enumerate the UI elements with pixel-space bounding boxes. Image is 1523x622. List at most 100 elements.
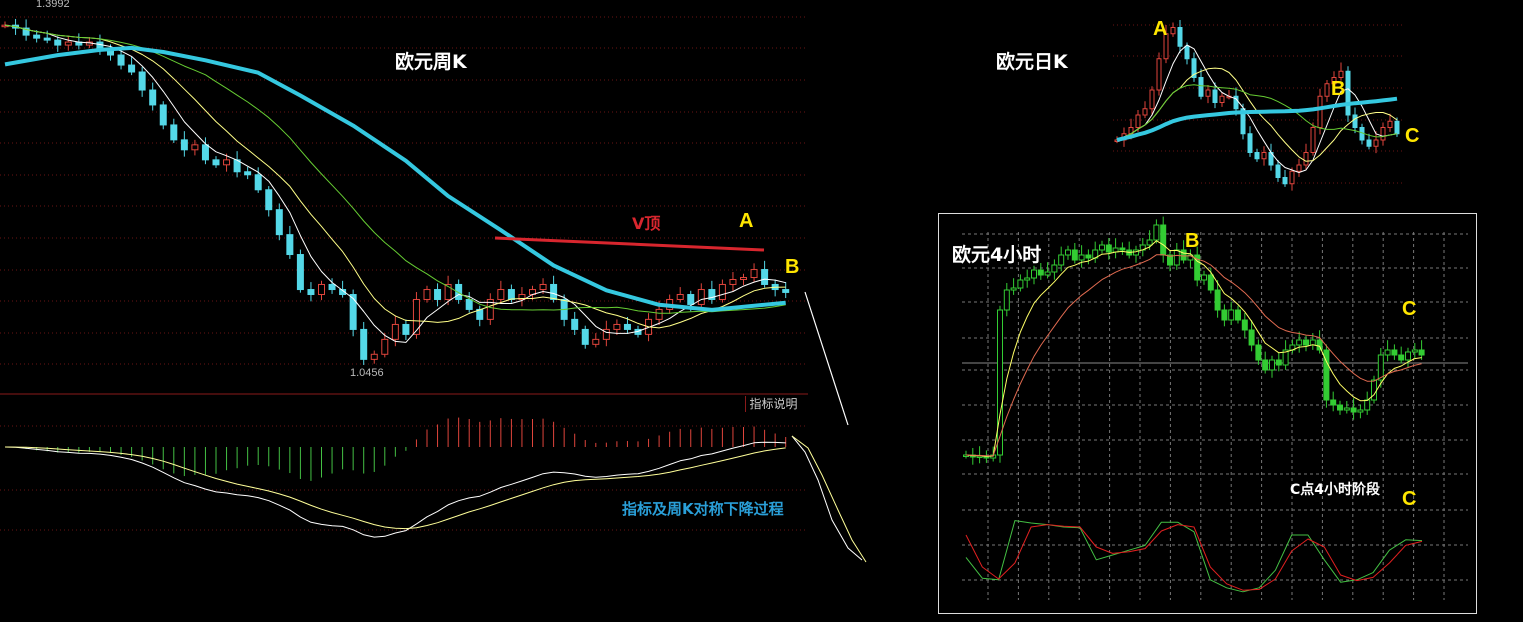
ma-line-20 (1116, 84, 1398, 141)
candle (1085, 254, 1092, 259)
daily-candles (1114, 20, 1400, 191)
candle (1221, 309, 1228, 321)
ma-slow-line (965, 254, 1422, 457)
ma-line-5 (1116, 44, 1398, 173)
candle (1058, 254, 1065, 266)
candle (1296, 164, 1302, 172)
candle (1037, 269, 1044, 276)
candle (1207, 274, 1214, 291)
candle (1153, 224, 1160, 241)
candle (1289, 170, 1295, 185)
candle (1296, 339, 1303, 346)
candle (1219, 95, 1225, 103)
h4-chart-frame (938, 213, 1477, 614)
candle (1310, 127, 1316, 153)
candle (191, 144, 199, 151)
candle (1135, 114, 1141, 128)
candle (381, 338, 389, 355)
h4-point-b: B (1185, 230, 1200, 252)
weekly-low-label: 1.0456 (350, 367, 384, 379)
candle (339, 289, 347, 296)
candle (275, 209, 283, 236)
candle (1350, 407, 1357, 413)
candle (349, 294, 357, 330)
ma-line-20 (4, 24, 786, 314)
daily-title: 欧元日K (996, 51, 1068, 73)
candle (43, 37, 51, 41)
candle (1065, 249, 1071, 256)
candle (117, 54, 125, 66)
candle (592, 338, 600, 345)
candle (1262, 359, 1269, 371)
h4-grid (962, 232, 1468, 600)
candle (1261, 152, 1267, 160)
candle (1031, 269, 1037, 279)
candle (1330, 399, 1337, 406)
weekly-ma-lines (4, 24, 786, 343)
indicator-info-button[interactable]: 指标说明 (745, 396, 801, 412)
macd-histogram (4, 417, 787, 538)
candle (486, 298, 494, 320)
candle (1180, 249, 1187, 261)
candle (1146, 239, 1153, 246)
candle (708, 289, 716, 300)
candle (1163, 33, 1169, 60)
h4-stage-label: C点4小时阶段 (1290, 482, 1381, 498)
candle (1248, 329, 1255, 346)
macd-dif-line (4, 441, 786, 538)
candle (1317, 95, 1323, 128)
candle (444, 283, 452, 300)
projection-line-signal (791, 435, 867, 563)
h4-candles (963, 216, 1425, 465)
ma-line-5 (4, 24, 786, 343)
candle (286, 234, 294, 256)
candle (1303, 152, 1309, 166)
candle (1177, 27, 1183, 47)
candle (571, 318, 579, 330)
candle (623, 323, 631, 330)
candle (676, 294, 684, 300)
candle (1391, 349, 1398, 356)
candle (1345, 70, 1351, 116)
candle (391, 323, 399, 340)
candle (212, 159, 220, 166)
candle (1024, 277, 1031, 281)
candle (1343, 407, 1350, 411)
daily-point-b: B (1331, 78, 1346, 100)
candle (1194, 254, 1201, 281)
candle (423, 289, 431, 300)
weekly-title: 欧元周K (395, 51, 467, 73)
candle (149, 89, 157, 106)
h4-ma-lines (965, 240, 1422, 457)
projection-line-price (804, 291, 849, 426)
h4-stochastic (965, 520, 1423, 593)
candle (1241, 319, 1248, 331)
candle (201, 144, 209, 161)
candle (740, 277, 747, 280)
candle (138, 71, 146, 91)
candle (412, 298, 420, 335)
candle (1337, 404, 1343, 411)
candle (1156, 58, 1162, 91)
candle (1235, 309, 1241, 321)
candle (1387, 120, 1393, 128)
ma-line-long (1116, 96, 1398, 142)
weekly-point-b: B (785, 256, 800, 278)
candle (613, 323, 621, 330)
ma-line-long (4, 45, 786, 312)
candle (1398, 354, 1405, 361)
candle (1418, 349, 1425, 356)
candle (539, 283, 547, 291)
candle (729, 278, 737, 285)
candle (518, 294, 526, 300)
candle (1373, 139, 1379, 147)
candle (581, 328, 589, 345)
candle (54, 39, 62, 46)
candle (1316, 339, 1323, 351)
candle (1198, 77, 1204, 97)
daily-point-a: A (1153, 18, 1168, 40)
candle (1051, 264, 1058, 273)
candle (455, 283, 463, 300)
ma-line-10 (4, 24, 786, 329)
